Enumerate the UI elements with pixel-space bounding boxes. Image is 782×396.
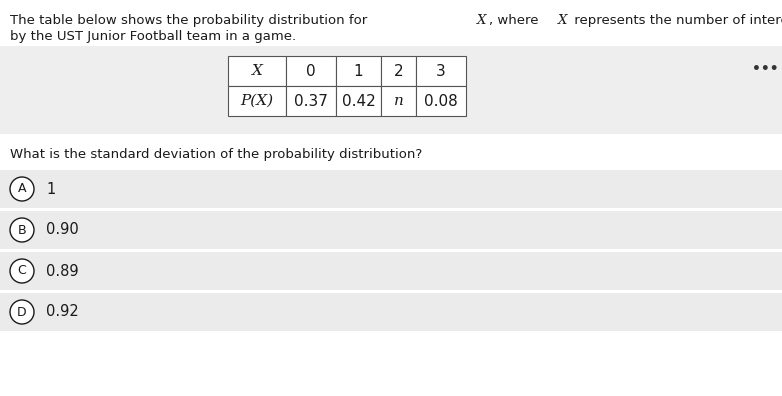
Bar: [0, 170, 782, 208]
Text: 3: 3: [436, 63, 446, 78]
Text: B: B: [18, 223, 27, 236]
Text: 2: 2: [393, 63, 404, 78]
Text: 0.90: 0.90: [46, 223, 79, 238]
Bar: [0, 46, 782, 134]
Text: D: D: [17, 305, 27, 318]
Circle shape: [10, 218, 34, 242]
Text: 0: 0: [307, 63, 316, 78]
Text: The table below shows the probability distribution for: The table below shows the probability di…: [10, 14, 371, 27]
Bar: [0, 293, 782, 331]
Bar: [416, 56, 466, 86]
Circle shape: [10, 259, 34, 283]
Text: , where: , where: [489, 14, 542, 27]
Text: 0.08: 0.08: [424, 93, 458, 109]
Bar: [381, 86, 416, 116]
Bar: [228, 56, 286, 86]
Circle shape: [10, 177, 34, 201]
Bar: [416, 86, 466, 116]
Bar: [0, 211, 782, 249]
Text: 0.89: 0.89: [46, 263, 79, 278]
Text: 1: 1: [46, 181, 56, 196]
Text: n: n: [393, 94, 404, 108]
Text: 1: 1: [353, 63, 364, 78]
Text: •••: •••: [752, 62, 779, 76]
Circle shape: [10, 300, 34, 324]
Bar: [336, 56, 381, 86]
Text: X: X: [252, 64, 263, 78]
Bar: [228, 86, 286, 116]
Text: C: C: [18, 265, 27, 278]
Text: P(X): P(X): [240, 94, 274, 108]
Text: 0.37: 0.37: [294, 93, 328, 109]
Text: 0.42: 0.42: [342, 93, 375, 109]
Bar: [286, 86, 336, 116]
Bar: [381, 56, 416, 86]
Text: 0.92: 0.92: [46, 305, 79, 320]
Bar: [286, 56, 336, 86]
Text: What is the standard deviation of the probability distribution?: What is the standard deviation of the pr…: [10, 148, 422, 161]
Bar: [336, 86, 381, 116]
Text: A: A: [18, 183, 27, 196]
Bar: [0, 252, 782, 290]
Text: by the UST Junior Football team in a game.: by the UST Junior Football team in a gam…: [10, 30, 296, 43]
Text: represents the number of interceptions made: represents the number of interceptions m…: [570, 14, 782, 27]
Text: X: X: [476, 14, 486, 27]
Text: X: X: [558, 14, 567, 27]
